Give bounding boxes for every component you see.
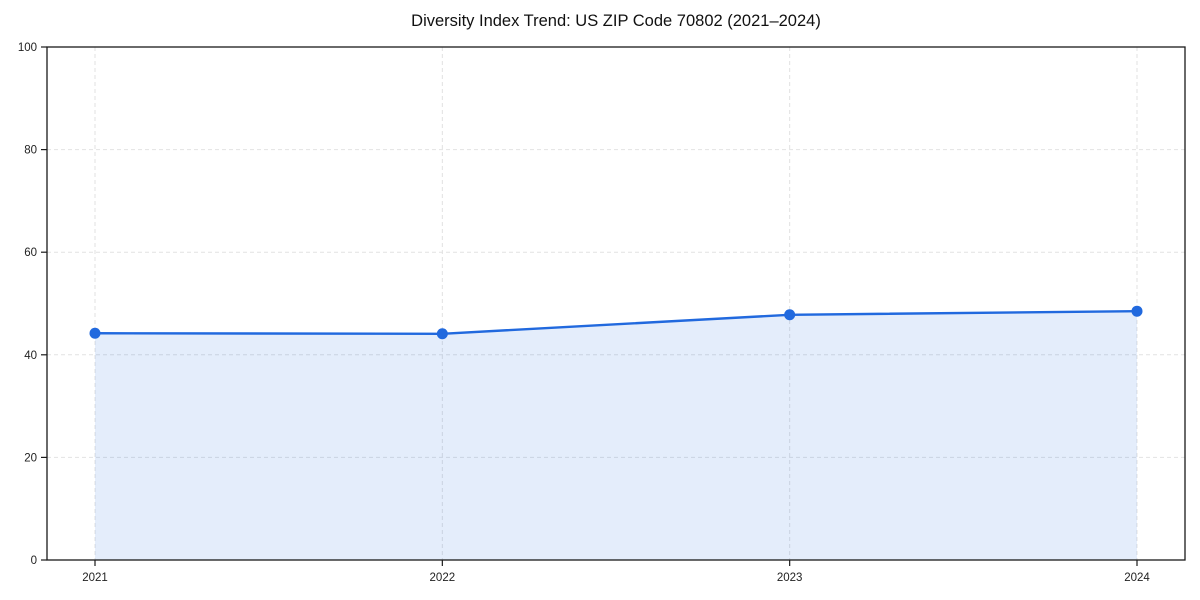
x-tick-label: 2022 [430,572,456,584]
plot-border [46,46,1186,561]
x-tick-label: 2021 [82,572,108,584]
data-point-2024 [1131,305,1143,317]
x-tick-label: 2023 [777,572,803,584]
y-tick-label: 0 [31,555,37,567]
area-fill [95,311,1137,560]
y-tick-label: 80 [24,145,37,157]
trend-line [93,309,1139,335]
y-tick-label: 40 [24,350,37,362]
chart-title: Diversity Index Trend: US ZIP Code 70802… [411,12,821,30]
x-tick-label: 2024 [1124,572,1150,584]
data-point-2022 [436,328,448,340]
data-point-2023 [784,309,796,321]
y-tick-label: 60 [24,247,37,259]
y-tick-label: 100 [18,42,37,54]
y-tick-label: 20 [24,452,37,464]
data-point-2021 [89,327,101,339]
